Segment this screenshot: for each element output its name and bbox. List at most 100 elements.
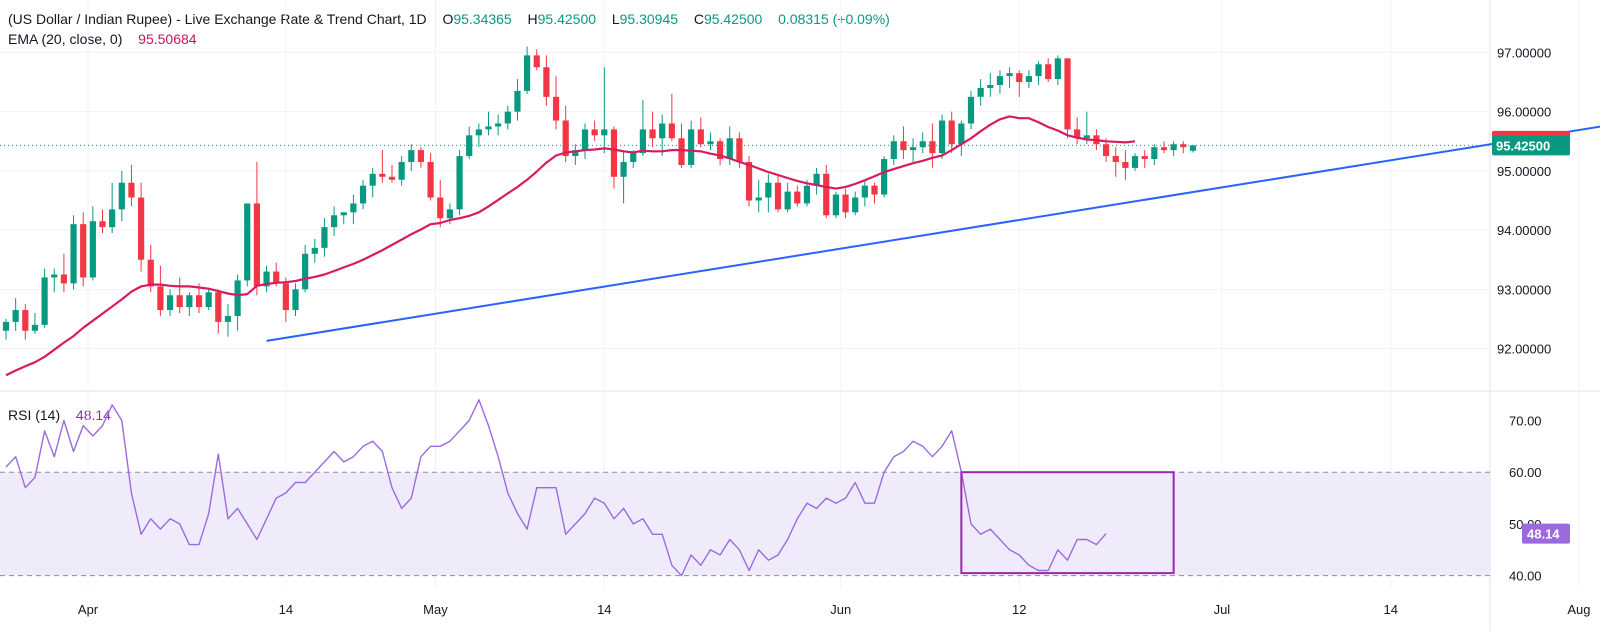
rsi-highlight-box[interactable]	[960, 471, 1175, 575]
candle-body	[659, 123, 666, 139]
candle-body	[755, 197, 762, 201]
candle-body	[292, 289, 299, 311]
candle-body	[359, 185, 367, 204]
rsi-band-fill	[0, 472, 1490, 576]
candle-body	[803, 185, 811, 204]
candle-body	[51, 274, 58, 278]
close-label: C	[693, 11, 704, 27]
candle-body	[1054, 58, 1061, 80]
candle-body	[1083, 135, 1090, 139]
candle-body	[282, 283, 289, 311]
candle-body	[996, 76, 1004, 85]
candle-body	[1160, 147, 1168, 151]
candle-body	[350, 203, 357, 213]
candle-body	[369, 173, 376, 186]
candle-body	[224, 315, 232, 322]
y-tick-label: 97.00000	[1497, 45, 1551, 60]
candle-body	[717, 141, 724, 160]
candle-body	[852, 197, 859, 213]
y-tick-label: 92.00000	[1497, 342, 1551, 357]
candle-body	[591, 129, 598, 136]
candle-body	[639, 129, 646, 154]
candle-body	[745, 161, 753, 201]
last-price-tag: 95.42500	[1496, 138, 1550, 153]
candle-body	[774, 182, 782, 210]
rsi-tag-bg	[1522, 523, 1570, 544]
trendline[interactable]	[266, 122, 1600, 342]
rsi-value: 48.14	[75, 407, 111, 423]
candle-body	[1035, 64, 1042, 77]
x-tick-label: 14	[597, 602, 611, 617]
candle-body	[813, 173, 820, 186]
candle-body	[861, 185, 868, 198]
candle-body	[176, 295, 183, 308]
candle-body	[832, 194, 839, 216]
rsi-y-tick-label: 60.00	[1509, 465, 1542, 480]
highlight-box-rect	[960, 471, 1175, 575]
ema-value: 95.50684	[138, 31, 197, 47]
candle-body	[919, 141, 926, 148]
candle-body	[147, 259, 154, 287]
x-tick-label: Apr	[78, 602, 99, 617]
candle-body	[253, 203, 260, 287]
candle-body	[22, 310, 29, 331]
ema-legend[interactable]: EMA (20, close, 0) 95.50684	[8, 31, 197, 47]
candle-body	[900, 141, 907, 151]
candle-body	[408, 150, 415, 162]
candle-body	[41, 277, 48, 325]
candle-body	[668, 123, 675, 139]
candle-body	[475, 129, 482, 136]
open-value: 95.34365	[453, 11, 512, 27]
candle-body	[726, 138, 733, 160]
candle-body	[620, 161, 627, 177]
rsi-label: RSI (14)	[8, 407, 61, 423]
candle-body	[649, 129, 656, 139]
candle-body	[1131, 156, 1139, 168]
symbol-title[interactable]: (US Dollar / Indian Rupee) - Live Exchan…	[8, 11, 427, 27]
candle-body	[379, 173, 386, 177]
candle-body	[697, 129, 704, 145]
candle-body	[1180, 144, 1187, 148]
candle-body	[948, 120, 955, 145]
rsi-line	[5, 399, 1107, 577]
candle-body	[938, 120, 946, 154]
high-value: 95.42500	[537, 11, 597, 27]
last-price-tag-bg	[1492, 135, 1570, 156]
candle-body	[581, 129, 589, 151]
candle-body	[784, 191, 791, 210]
candle-body	[987, 84, 994, 88]
candle-body	[70, 224, 77, 284]
candle-body	[302, 253, 309, 290]
y-tick-label: 93.00000	[1497, 282, 1551, 297]
candle-body	[1006, 73, 1013, 77]
candle-body	[533, 55, 540, 68]
candle-body	[823, 173, 830, 216]
candle-body	[427, 161, 434, 198]
candle-body	[1141, 156, 1148, 160]
rsi-y-tick-label: 70.00	[1509, 413, 1542, 428]
candle-body	[1151, 147, 1158, 160]
candle-body	[601, 129, 608, 136]
x-tick-label: May	[423, 602, 448, 617]
low-value: 95.30945	[619, 11, 679, 27]
candle-body	[958, 123, 965, 145]
rsi-legend[interactable]: RSI (14) 48.14	[8, 407, 111, 423]
candle-body	[244, 203, 251, 281]
candle-body	[572, 150, 579, 157]
candle-body	[311, 247, 318, 254]
candle-body	[89, 221, 96, 278]
candle-body	[12, 310, 19, 322]
candle-body	[263, 271, 270, 287]
open-label: O	[442, 11, 454, 27]
candle-body	[736, 138, 743, 162]
rsi-band	[0, 471, 1490, 577]
y-tick-label: 95.00000	[1497, 164, 1551, 179]
candle-body	[99, 221, 106, 228]
candle-body	[765, 182, 772, 198]
candle-body	[610, 129, 618, 177]
candle-body	[495, 123, 502, 127]
x-tick-label: Jul	[1214, 602, 1231, 617]
candle-body	[1025, 76, 1032, 83]
